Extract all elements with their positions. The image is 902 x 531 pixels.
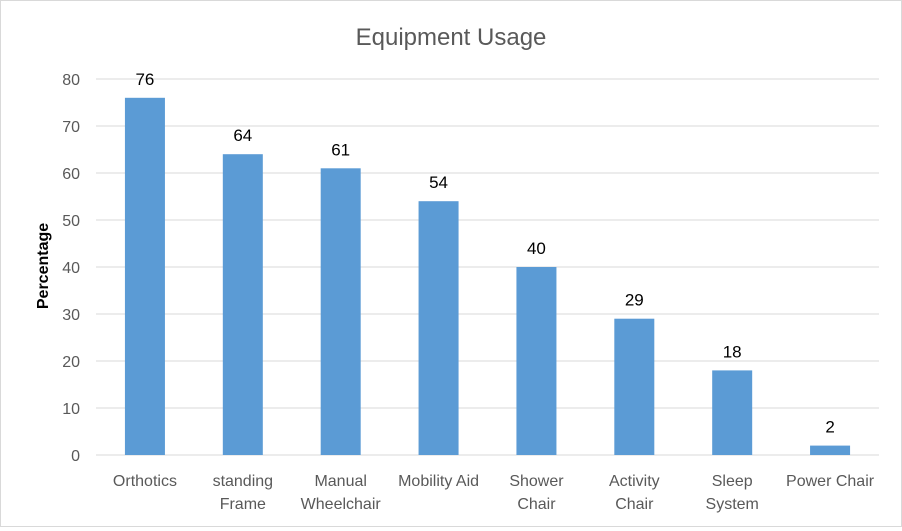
data-label: 54 (429, 173, 448, 192)
data-label: 61 (331, 140, 350, 159)
bar (418, 201, 459, 455)
category-label: Wheelchair (301, 496, 382, 513)
category-label: Chair (615, 496, 654, 513)
y-tick-label: 30 (62, 307, 80, 324)
category-label: Power Chair (786, 473, 875, 490)
bar (320, 168, 361, 456)
category-label: Mobility Aid (398, 473, 479, 490)
data-label: 64 (233, 126, 252, 145)
bar (810, 445, 851, 455)
category-label: System (706, 496, 759, 513)
category-label: Shower (509, 473, 564, 490)
category-label: Orthotics (113, 473, 177, 490)
y-tick-label: 10 (62, 401, 80, 418)
chart-title: Equipment Usage (356, 24, 547, 51)
category-label: standing (213, 473, 274, 490)
gridlines (96, 78, 879, 456)
bar (516, 267, 557, 455)
data-label: 29 (625, 291, 644, 310)
y-tick-labels: 0 10 20 30 40 50 60 70 80 (62, 72, 80, 465)
category-labels: Orthotics standing Frame Manual Wheelchair Mo… (113, 473, 875, 513)
category-label: Chair (517, 496, 556, 513)
bar (712, 370, 753, 455)
y-tick-label: 60 (62, 166, 80, 183)
category-label: Frame (220, 496, 266, 513)
category-label: Manual (314, 473, 366, 490)
bar (222, 154, 263, 455)
y-tick-label: 40 (62, 260, 80, 277)
data-label: 18 (723, 342, 742, 361)
bar (614, 318, 655, 455)
data-labels: 76 64 61 54 40 29 18 2 (135, 70, 834, 437)
bar (124, 97, 165, 456)
data-label: 2 (825, 418, 834, 437)
bars (124, 97, 851, 456)
data-label: 76 (135, 70, 154, 89)
y-tick-label: 0 (71, 448, 80, 465)
data-label: 40 (527, 239, 546, 258)
category-label: Activity (609, 473, 660, 490)
category-label: Sleep (712, 473, 753, 490)
y-tick-label: 20 (62, 354, 80, 371)
y-axis-label: Percentage (35, 223, 52, 309)
y-tick-label: 70 (62, 119, 80, 136)
y-tick-label: 50 (62, 213, 80, 230)
y-tick-label: 80 (62, 72, 80, 89)
